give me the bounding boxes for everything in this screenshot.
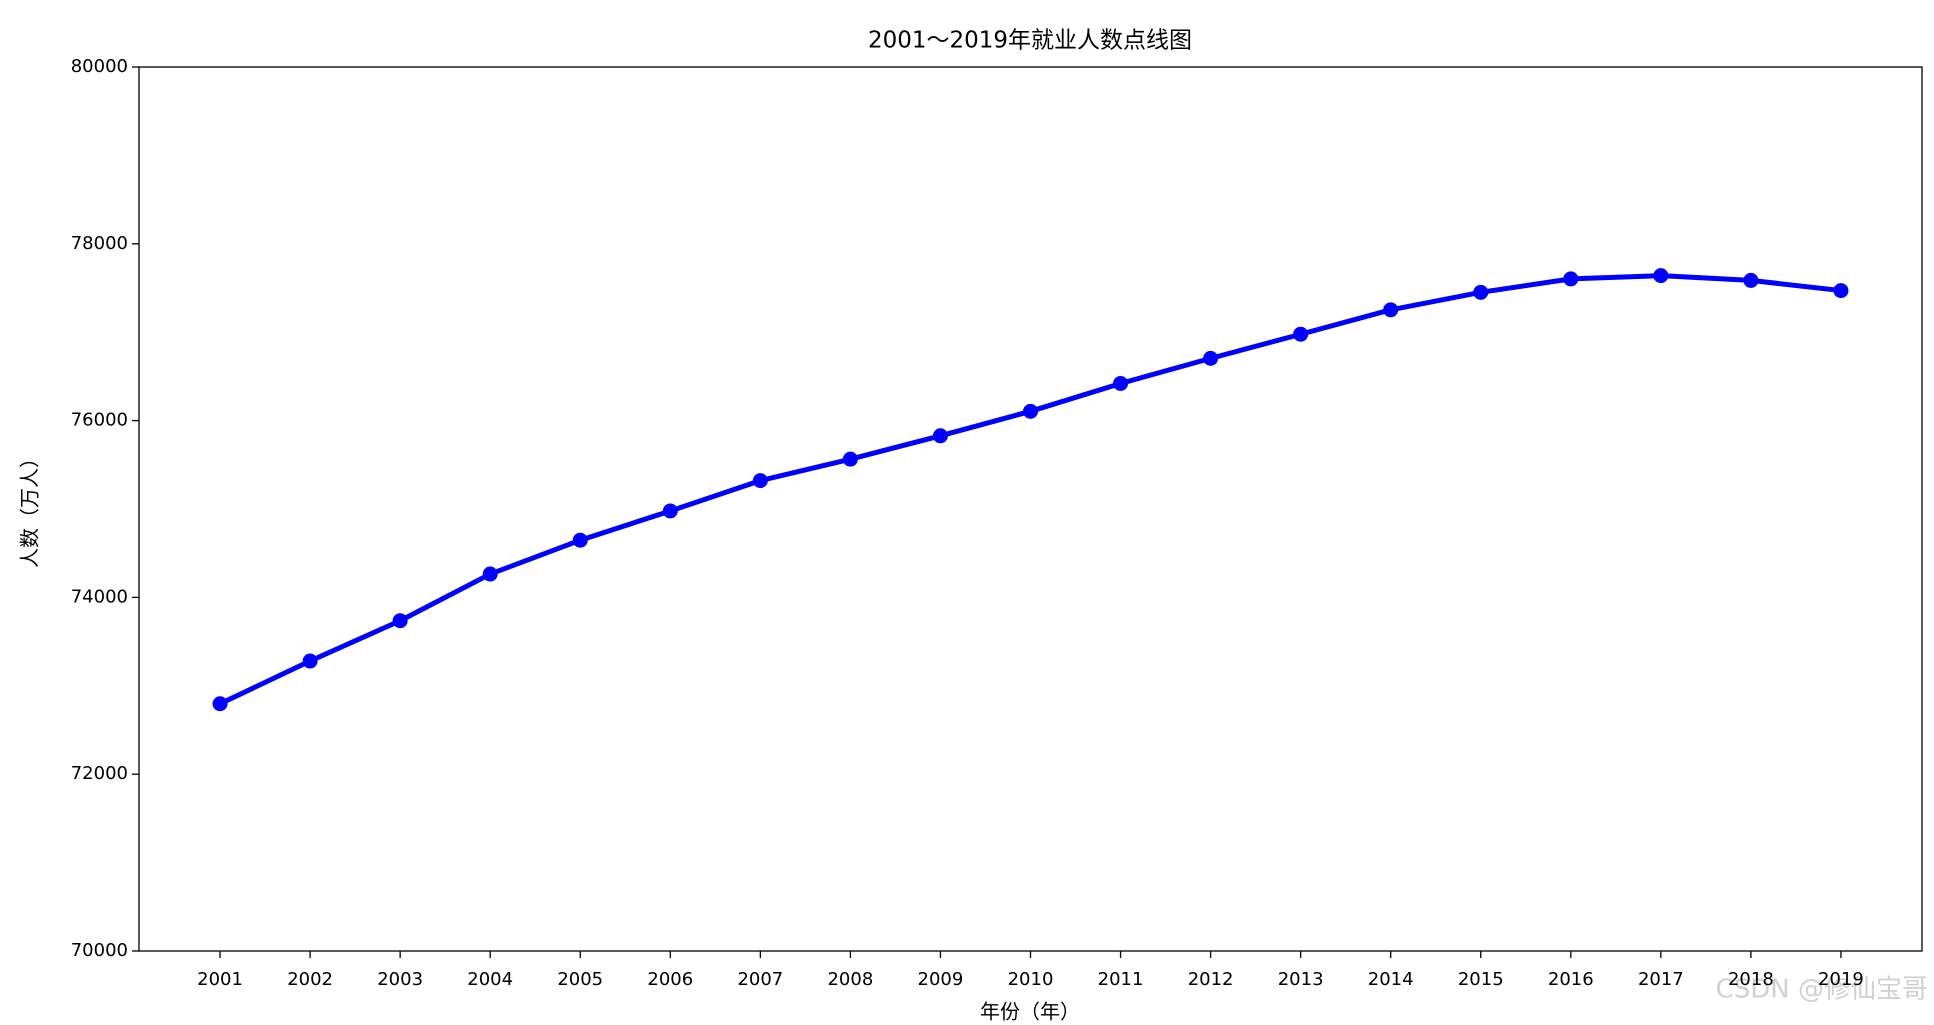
data-point [1113, 375, 1129, 391]
data-point [662, 503, 678, 519]
data-point [1023, 403, 1038, 419]
data-point [572, 532, 588, 548]
x-tick-label: 2015 [1458, 969, 1504, 990]
x-tick-label: 2006 [647, 969, 693, 990]
x-tick-label: 2019 [1818, 969, 1864, 990]
x-tick-label: 2018 [1728, 969, 1774, 990]
x-tick-label: 2001 [197, 969, 243, 990]
x-tick-label: 2008 [827, 969, 873, 990]
x-tick-label: 2011 [1098, 969, 1144, 990]
data-point [1203, 350, 1219, 366]
watermark: CSDN @修仙宝哥 [1716, 975, 1928, 1005]
y-axis-label: 人数（万人） [18, 448, 42, 568]
y-tick-label: 78000 [71, 233, 128, 254]
x-tick-label: 2013 [1278, 969, 1324, 990]
y-tick-label: 80000 [71, 56, 128, 77]
y-tick-label: 76000 [71, 410, 128, 431]
x-tick-label: 2010 [1008, 969, 1054, 990]
x-tick-label: 2005 [557, 969, 603, 990]
data-point [932, 428, 948, 444]
x-tick-label: 2007 [737, 969, 783, 990]
data-point [1473, 284, 1489, 300]
x-tick-label: 2012 [1188, 969, 1234, 990]
data-point [1653, 268, 1669, 284]
y-tick-label: 70000 [71, 940, 128, 961]
x-tick-label: 2004 [467, 969, 513, 990]
x-tick-label: 2009 [918, 969, 964, 990]
data-point [1833, 283, 1849, 299]
data-point [1563, 271, 1579, 287]
data-point [1383, 302, 1399, 318]
x-tick-label: 2014 [1368, 969, 1414, 990]
data-point [482, 566, 498, 582]
data-point [1743, 272, 1759, 288]
y-tick-label: 74000 [71, 586, 128, 607]
data-point [392, 613, 408, 629]
x-tick-label: 2003 [377, 969, 423, 990]
x-tick-label: 2017 [1638, 969, 1684, 990]
x-tick-label: 2002 [287, 969, 333, 990]
x-tick-label: 2016 [1548, 969, 1594, 990]
data-point [302, 653, 318, 669]
data-point [212, 696, 228, 712]
data-point [1293, 326, 1309, 342]
y-tick-label: 72000 [71, 763, 128, 784]
x-axis-label: 年份（年） [980, 1000, 1080, 1024]
chart-title: 2001～2019年就业人数点线图 [868, 28, 1192, 54]
data-point [842, 451, 858, 467]
data-point [752, 473, 768, 489]
